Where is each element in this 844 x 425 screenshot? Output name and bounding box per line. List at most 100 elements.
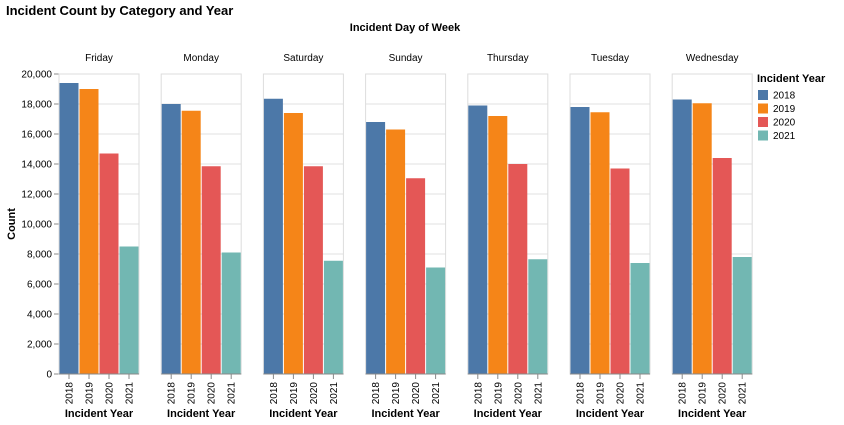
x-tick-label: 2018 (576, 382, 587, 405)
facet-label: Thursday (487, 53, 529, 64)
bar-saturday-2021 (323, 260, 343, 374)
bar-sunday-2019 (386, 129, 406, 374)
facet-thursday: Thursday 2018 2019 2020 2021 Incident Year (467, 53, 549, 420)
x-tick-label: 2020 (411, 382, 422, 405)
x-tick-label: 2019 (85, 382, 96, 405)
bar-thursday-2019 (488, 116, 508, 374)
bar-monday-2020 (201, 166, 221, 374)
y-tick-label: 2,000 (27, 340, 52, 351)
bar-monday-2018 (161, 104, 181, 374)
x-axis-title: Incident Year (167, 408, 236, 420)
x-tick-label: 2021 (431, 382, 442, 405)
x-tick-label: 2019 (596, 382, 607, 405)
x-tick-label: 2018 (371, 382, 382, 405)
facet-label: Tuesday (591, 53, 629, 64)
x-axis-title: Incident Year (269, 408, 338, 420)
x-tick-label: 2018 (269, 382, 280, 405)
facet-label: Wednesday (686, 53, 739, 64)
legend-swatch-2019 (758, 103, 768, 114)
x-tick-label: 2019 (391, 382, 402, 405)
bar-friday-2020 (99, 153, 119, 374)
y-tick-label: 6,000 (27, 280, 52, 291)
x-tick-label: 2021 (533, 382, 544, 405)
x-tick-label: 2018 (167, 382, 178, 405)
y-tick-label: 16,000 (21, 130, 52, 141)
x-tick-label: 2019 (187, 382, 198, 405)
facet-label: Sunday (389, 53, 423, 64)
facet-saturday: Saturday 2018 2019 2020 2021 Incident Year (262, 53, 344, 420)
x-tick-label: 2020 (207, 382, 218, 405)
y-axis-title: Count (6, 208, 18, 240)
bar-saturday-2020 (303, 166, 323, 374)
x-tick-label: 2020 (309, 382, 320, 405)
legend-swatch-2021 (758, 130, 768, 141)
bar-wednesday-2018 (672, 99, 692, 374)
x-tick-label: 2019 (289, 382, 300, 405)
bar-friday-2019 (79, 89, 99, 374)
x-tick-label: 2018 (65, 382, 76, 405)
bar-friday-2021 (119, 246, 139, 374)
column-title: Incident Day of Week (350, 22, 461, 34)
x-tick-label: 2018 (473, 382, 484, 405)
bar-thursday-2021 (528, 259, 548, 374)
legend-label-2021: 2021 (773, 131, 796, 142)
legend-swatch-2020 (758, 117, 768, 127)
legend-label-2020: 2020 (773, 118, 796, 129)
bar-thursday-2020 (508, 164, 528, 374)
x-tick-label: 2019 (698, 382, 709, 405)
bar-monday-2019 (181, 110, 201, 374)
bar-tuesday-2019 (590, 112, 610, 374)
x-tick-label: 2019 (493, 382, 504, 405)
x-tick-label: 2021 (329, 382, 340, 405)
x-axis-title: Incident Year (678, 408, 747, 420)
bar-tuesday-2020 (610, 168, 630, 374)
x-axis-title: Incident Year (371, 408, 440, 420)
legend: Incident Year 2018 2019 2020 2021 (757, 73, 826, 142)
x-tick-label: 2020 (105, 382, 116, 405)
x-tick-label: 2020 (513, 382, 524, 405)
bar-thursday-2018 (468, 105, 488, 374)
y-tick-label: 12,000 (21, 190, 52, 201)
facet-label: Saturday (283, 53, 323, 64)
bar-tuesday-2021 (630, 263, 650, 374)
facet-label: Monday (183, 53, 219, 64)
bar-wednesday-2021 (732, 257, 752, 374)
bar-sunday-2018 (366, 122, 386, 374)
x-tick-label: 2021 (636, 382, 647, 405)
x-axis-title: Incident Year (474, 408, 543, 420)
x-axis-title: Incident Year (576, 408, 645, 420)
bar-monday-2021 (221, 252, 241, 374)
bar-sunday-2021 (426, 267, 446, 374)
x-tick-label: 2018 (678, 382, 689, 405)
facet-tuesday: Tuesday 2018 2019 2020 2021 Incident Year (569, 53, 651, 420)
x-tick-label: 2021 (227, 382, 238, 405)
bar-friday-2018 (59, 83, 79, 374)
x-axis-title: Incident Year (65, 408, 134, 420)
bar-wednesday-2020 (712, 158, 732, 374)
y-tick-label: 14,000 (21, 160, 52, 171)
facet-label: Friday (85, 53, 113, 64)
facet-friday: Friday 2018 2019 2020 2021 Incident Year (58, 53, 140, 420)
y-tick-label: 20,000 (21, 70, 52, 81)
x-tick-label: 2020 (616, 382, 627, 405)
y-axis: 0 2,000 4,000 6,000 8,000 10,000 12,000 14,000 1… (21, 70, 60, 381)
legend-swatch-2018 (758, 90, 768, 100)
bar-saturday-2019 (283, 113, 303, 374)
legend-label-2019: 2019 (773, 104, 796, 115)
bar-wednesday-2019 (692, 103, 712, 374)
x-tick-label: 2021 (738, 382, 749, 405)
y-tick-label: 4,000 (27, 310, 52, 321)
legend-label-2018: 2018 (773, 91, 796, 102)
bar-tuesday-2018 (570, 107, 590, 374)
x-tick-label: 2020 (718, 382, 729, 405)
chart-title: Incident Count by Category and Year (6, 3, 233, 18)
y-tick-label: 0 (46, 370, 52, 381)
facet-sunday: Sunday 2018 2019 2020 2021 Incident Year (365, 53, 447, 420)
x-tick-label: 2021 (125, 382, 136, 405)
y-tick-label: 18,000 (21, 100, 52, 111)
facet-monday: Monday 2018 2019 2020 2021 Incident Year (160, 53, 242, 420)
bar-saturday-2018 (263, 98, 283, 374)
bar-sunday-2020 (406, 178, 426, 374)
